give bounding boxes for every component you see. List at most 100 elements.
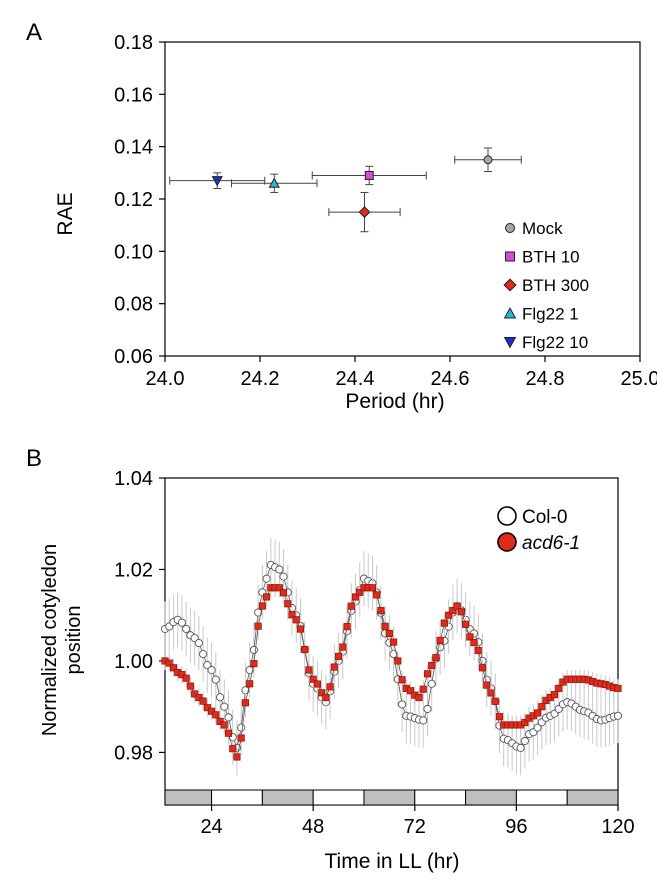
data-point-acd6-1 bbox=[335, 652, 343, 660]
data-point-acd6-1 bbox=[296, 625, 305, 633]
panel-b-x-tick-label: 120 bbox=[601, 816, 634, 838]
data-point-acd6-1 bbox=[470, 639, 478, 647]
data-point-acd6-1 bbox=[440, 619, 448, 627]
data-point-col-0 bbox=[398, 700, 407, 709]
legend-label-flg22-1: Flg22 1 bbox=[522, 305, 579, 324]
data-point-acd6-1 bbox=[229, 745, 237, 753]
panel-a-y-tick-label: 0.14 bbox=[114, 137, 153, 159]
legend-label-bth-300: BTH 300 bbox=[522, 276, 589, 295]
data-point-acd6-1 bbox=[449, 607, 457, 615]
data-point-acd6-1 bbox=[373, 591, 381, 599]
data-point-acd6-1 bbox=[538, 703, 546, 711]
legend-item-flg22-10: Flg22 10 bbox=[503, 333, 588, 352]
data-point-acd6-1 bbox=[381, 622, 389, 630]
panel-b-line-chart: B 0.98 1.00 1.02 1.04 24 48 72 96 120 Time in L… bbox=[26, 445, 635, 873]
data-point-acd6-1 bbox=[318, 689, 326, 697]
data-point-acd6-1 bbox=[474, 646, 482, 655]
light-dark-segment bbox=[211, 789, 263, 806]
data-point-acd6-1 bbox=[385, 629, 393, 638]
data-point-col-0 bbox=[199, 650, 208, 659]
marker-bth-10 bbox=[364, 170, 374, 180]
legend-item-bth-10: BTH 10 bbox=[505, 248, 580, 267]
data-point-acd6-1 bbox=[436, 636, 444, 644]
legend-label-acd6-1: acd6-1 bbox=[522, 533, 580, 554]
data-point-acd6-1 bbox=[212, 711, 220, 719]
data-point-acd6-1 bbox=[432, 654, 440, 662]
data-point-acd6-1 bbox=[208, 707, 216, 715]
data-point-acd6-1 bbox=[390, 638, 398, 646]
light-dark-segment bbox=[261, 789, 314, 806]
data-point-acd6-1 bbox=[275, 584, 283, 592]
panel-b-label: B bbox=[26, 445, 42, 472]
panel-b-x-axis-label: Time in LL (hr) bbox=[325, 850, 460, 873]
marker-bth-300 bbox=[358, 206, 371, 218]
data-point-col-0 bbox=[220, 702, 229, 711]
data-point-acd6-1 bbox=[457, 608, 465, 616]
data-point-acd6-1 bbox=[186, 682, 194, 690]
light-dark-segment bbox=[566, 789, 619, 806]
panel-a-y-tick-label: 0.10 bbox=[114, 241, 153, 263]
data-point-acd6-1 bbox=[330, 663, 338, 671]
panel-b-light-dark-bar bbox=[164, 789, 619, 806]
legend-label-col-0: Col-0 bbox=[522, 507, 567, 528]
data-point-acd6-1 bbox=[347, 602, 355, 610]
panel-b-y-axis-label-line1: Normalized cotyledon bbox=[39, 544, 61, 736]
data-point-acd6-1 bbox=[419, 685, 427, 693]
legend-item-col-0: Col-0 bbox=[497, 506, 567, 528]
data-point-acd6-1 bbox=[224, 729, 233, 737]
panel-a-x-tick-label: 24.0 bbox=[146, 368, 185, 390]
panel-a-y-tick-label: 0.12 bbox=[114, 189, 153, 211]
panel-a-point-bth-10 bbox=[311, 165, 427, 186]
data-point-acd6-1 bbox=[165, 659, 173, 667]
data-point-acd6-1 bbox=[466, 633, 474, 641]
panel-a-point-bth-300 bbox=[328, 191, 401, 233]
data-point-acd6-1 bbox=[284, 600, 292, 608]
marker-flg22-1 bbox=[268, 177, 280, 188]
data-point-acd6-1 bbox=[288, 611, 296, 619]
data-point-acd6-1 bbox=[292, 616, 300, 624]
data-point-acd6-1 bbox=[191, 690, 199, 698]
panel-a-x-tick-label: 24.8 bbox=[526, 368, 565, 390]
data-point-col-0 bbox=[182, 624, 191, 633]
data-point-acd6-1 bbox=[313, 680, 321, 688]
legend-marker-col-0 bbox=[497, 506, 517, 526]
panel-a-legend: Mock BTH 10 BTH 300 Flg22 1 Flg22 10 bbox=[503, 219, 589, 352]
data-point-acd6-1 bbox=[343, 623, 351, 631]
panel-b-series bbox=[160, 537, 623, 776]
data-point-col-0 bbox=[423, 704, 432, 714]
data-point-acd6-1 bbox=[199, 697, 207, 705]
data-point-acd6-1 bbox=[241, 699, 249, 707]
data-point-col-0 bbox=[427, 679, 436, 688]
legend-marker-flg22-10 bbox=[503, 337, 517, 349]
panel-a-scatter-chart: A 0.060.080.100.120.140.160.18 24.0 24.2 2… bbox=[26, 19, 657, 413]
data-point-acd6-1 bbox=[453, 602, 461, 610]
data-point-col-0 bbox=[249, 645, 258, 654]
data-point-acd6-1 bbox=[534, 709, 542, 717]
data-point-acd6-1 bbox=[322, 693, 330, 702]
panel-a-y-tick-label: 0.18 bbox=[114, 32, 153, 54]
data-point-acd6-1 bbox=[491, 697, 499, 705]
panel-b-x-tick-label: 72 bbox=[404, 816, 426, 838]
data-point-acd6-1 bbox=[182, 674, 190, 682]
data-point-acd6-1 bbox=[195, 693, 203, 702]
data-point-acd6-1 bbox=[339, 643, 347, 651]
data-point-acd6-1 bbox=[301, 645, 309, 654]
data-point-acd6-1 bbox=[169, 664, 178, 672]
legend-item-flg22-1: Flg22 1 bbox=[503, 305, 579, 324]
marker-flg22-10 bbox=[211, 176, 223, 187]
data-point-col-0 bbox=[224, 713, 233, 722]
data-point-acd6-1 bbox=[462, 620, 470, 628]
data-point-col-0 bbox=[533, 723, 542, 732]
panel-a-x-tick-label: 25.0 bbox=[621, 368, 657, 390]
panel-a-y-axis-label: RAE bbox=[54, 192, 77, 235]
panel-a-point-flg22-1 bbox=[231, 173, 318, 193]
legend-marker-bth-10 bbox=[505, 251, 515, 262]
legend-item-bth-300: BTH 300 bbox=[503, 276, 589, 295]
panel-a-point-mock bbox=[454, 147, 522, 173]
data-point-col-0 bbox=[211, 675, 220, 684]
data-point-acd6-1 bbox=[254, 622, 262, 630]
data-point-acd6-1 bbox=[423, 670, 432, 678]
panel-b-y-tick-label: 1.00 bbox=[114, 651, 153, 673]
data-point-acd6-1 bbox=[250, 660, 258, 668]
